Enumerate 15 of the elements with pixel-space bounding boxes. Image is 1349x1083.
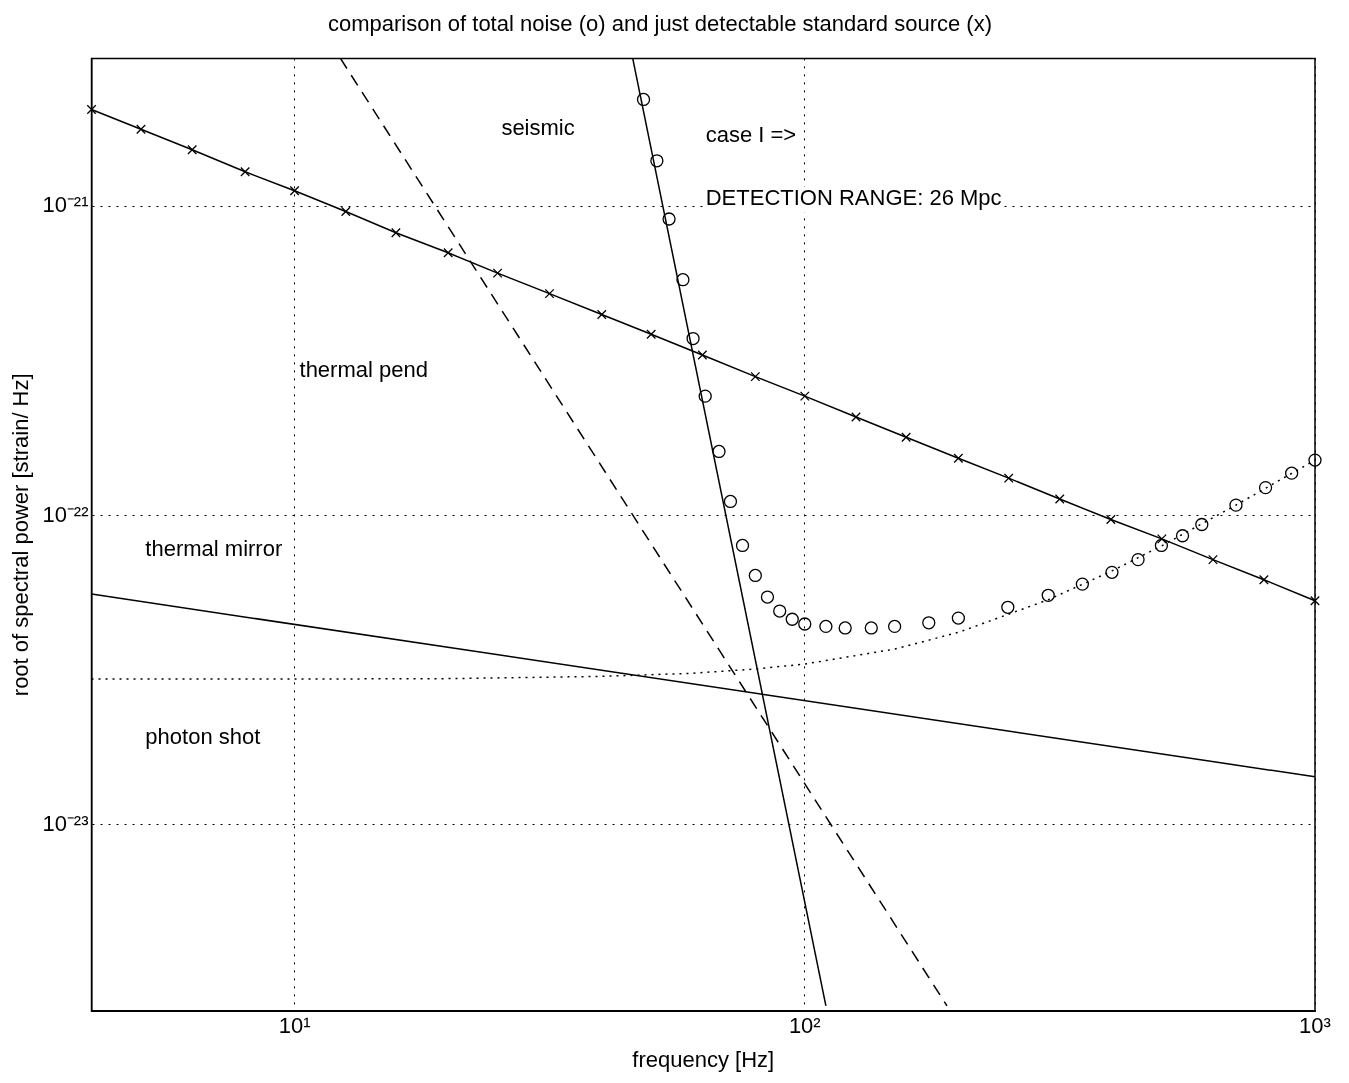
y-axis-title: root of spectral power [strain/ Hz]: [8, 373, 34, 697]
annotation: photon shot: [145, 723, 261, 749]
x-axis-title: frequency [Hz]: [632, 1046, 775, 1072]
annotation: DETECTION RANGE: 26 Mpc: [705, 185, 1002, 211]
x-tick-label: 10¹: [278, 1013, 311, 1039]
y-tick-label: 10⁻²³: [42, 810, 89, 836]
x-tick-label: 10²: [788, 1013, 821, 1039]
annotation: case I =>: [705, 121, 797, 147]
annotation: seismic: [501, 114, 575, 140]
x-tick-label: 10³: [1299, 1013, 1331, 1039]
y-tick-label: 10⁻²²: [42, 501, 89, 527]
annotation: thermal pend: [299, 356, 428, 382]
annotation: thermal mirror: [145, 536, 283, 562]
chart-title: comparison of total noise (o) and just detectable standard source (x): [327, 11, 993, 37]
y-tick-label: 10⁻²¹: [42, 192, 89, 218]
